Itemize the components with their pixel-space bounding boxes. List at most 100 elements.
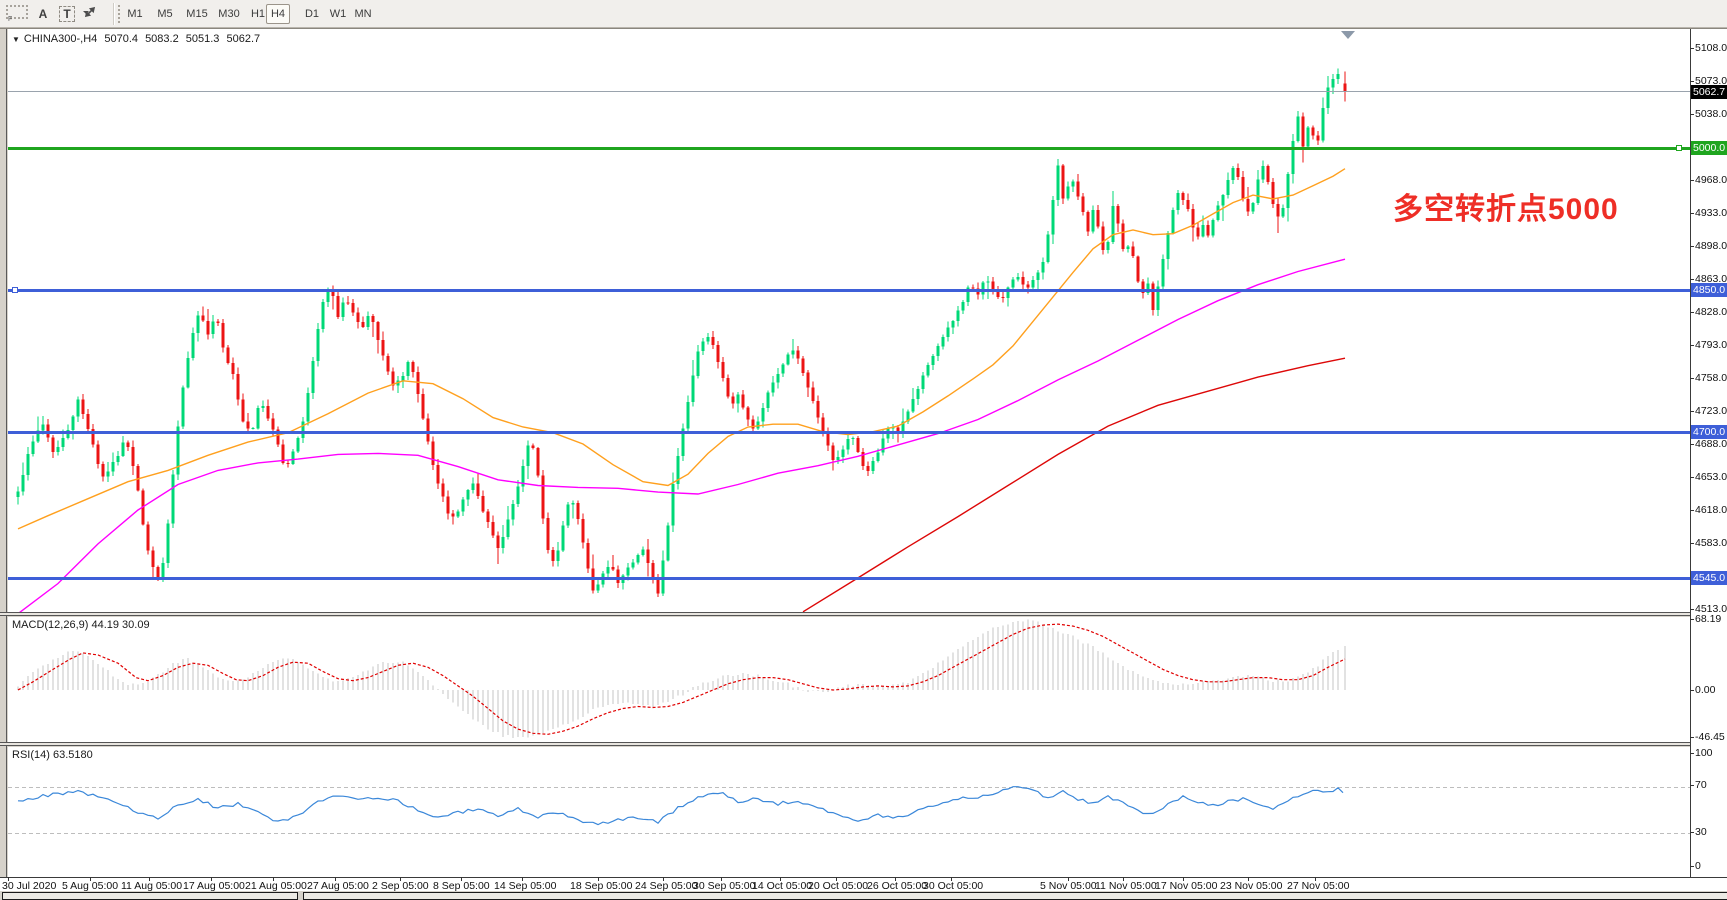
timeframe-button-d1[interactable]: D1 <box>304 8 320 20</box>
toolbar-f-letter: F <box>8 16 12 22</box>
macd-tick-label: 68.19 <box>1695 613 1722 625</box>
timeframe-button-m30[interactable]: M30 <box>218 8 240 20</box>
diagonal-arrows-icon <box>84 6 96 18</box>
price-tick-label: 4758.0 <box>1695 372 1727 384</box>
chart-symbol-timeframe: CHINA300-,H4 <box>23 33 98 45</box>
price-badge-4850.0: 4850.0 <box>1691 283 1727 297</box>
hline-4850[interactable] <box>8 289 1690 292</box>
time-tick <box>1183 877 1184 881</box>
axis-tick <box>1690 619 1694 620</box>
timeframe-button-m15[interactable]: M15 <box>186 8 208 20</box>
rsi-panel[interactable] <box>8 747 1690 877</box>
timeframe-button-mn[interactable]: MN <box>354 8 372 20</box>
line-anchor-handle[interactable] <box>12 287 18 293</box>
line-anchor-handle[interactable] <box>1676 145 1682 151</box>
time-axis[interactable]: 30 Jul 2020 5 Aug 05:00 11 Aug 05:00 17 Aug… <box>0 877 1727 892</box>
price-tick-label: 4513.0 <box>1695 603 1727 615</box>
axis-tick <box>1690 345 1694 346</box>
hline-4545[interactable] <box>8 577 1690 580</box>
axis-tick <box>1690 543 1694 544</box>
price-tick-label: 4863.0 <box>1695 273 1727 285</box>
price-badge-5000.0: 5000.0 <box>1691 141 1727 155</box>
ohlc-high: 5083.2 <box>145 33 179 45</box>
macd-tick-label: 0.00 <box>1695 684 1716 696</box>
text-box-t-icon: T <box>59 6 75 22</box>
timeframe-button-m5[interactable]: M5 <box>157 8 173 20</box>
rsi-tick-label: 0 <box>1695 860 1701 872</box>
axis-tick <box>1690 510 1694 511</box>
minimized-window-tab[interactable] <box>303 892 1727 900</box>
time-label: 11 Aug 05:00 <box>121 880 183 892</box>
toolbars-grid-icon[interactable]: F <box>5 4 31 24</box>
time-tick <box>598 877 599 881</box>
cursor-tool-button[interactable] <box>82 4 110 24</box>
time-tick <box>461 877 462 881</box>
axis-tick <box>1690 81 1694 82</box>
axis-tick <box>1690 411 1694 412</box>
time-label: 17 Nov 05:00 <box>1155 880 1218 892</box>
macd-signal-line <box>17 623 1346 735</box>
toolbar-drag-handle[interactable] <box>118 5 121 23</box>
chart-title: ▼ CHINA300-,H4 5070.4 5083.2 5051.3 5062.… <box>12 33 264 45</box>
time-label: 27 Aug 05:00 <box>307 880 369 892</box>
price-axis[interactable] <box>1690 29 1727 877</box>
time-label: 30 Oct 05:00 <box>923 880 984 892</box>
time-tick <box>836 877 837 881</box>
candlestick-chart <box>16 68 1347 612</box>
main-chart-panel[interactable] <box>8 29 1690 612</box>
price-tick-label: 4723.0 <box>1695 405 1727 417</box>
panel-splitter[interactable] <box>0 742 1727 746</box>
time-label: 24 Sep 05:00 <box>635 880 698 892</box>
chart-dropdown-icon[interactable]: ▼ <box>12 35 20 44</box>
time-tick <box>522 877 523 881</box>
axis-tick <box>1690 312 1694 313</box>
ohlc-open: 5070.4 <box>104 33 138 45</box>
time-tick <box>1123 877 1124 881</box>
minimized-window-tab[interactable] <box>2 892 298 900</box>
timeframe-button-h1[interactable]: H1 <box>250 8 266 20</box>
candles-layer <box>16 68 1347 598</box>
time-label: 18 Sep 05:00 <box>570 880 633 892</box>
text-label-tool-button[interactable]: A <box>33 4 53 24</box>
ohlc-close: 5062.7 <box>226 33 261 45</box>
time-label: 27 Nov 05:00 <box>1287 880 1350 892</box>
time-tick <box>211 877 212 881</box>
time-label: 26 Oct 05:00 <box>867 880 928 892</box>
price-tick-label: 4653.0 <box>1695 471 1727 483</box>
chart-annotation-text[interactable]: 多空转折点5000 <box>1393 193 1619 226</box>
price-tick-label: 4793.0 <box>1695 339 1727 351</box>
time-tick <box>1248 877 1249 881</box>
time-tick <box>780 877 781 881</box>
chevron-down-icon <box>83 11 89 14</box>
time-label: 30 Jul 2020 <box>2 880 57 892</box>
timeframe-button-w1[interactable]: W1 <box>329 8 347 20</box>
macd-chart <box>17 619 1346 738</box>
timeframe-button-h4[interactable]: H4 <box>266 4 290 24</box>
axis-tick <box>1690 785 1694 786</box>
hline-4700[interactable] <box>8 431 1690 434</box>
window-left-margin <box>0 29 6 900</box>
text-box-tool-button[interactable]: T <box>56 4 78 24</box>
axis-tick <box>1690 832 1694 833</box>
axis-tick <box>1690 378 1694 379</box>
panel-splitter[interactable] <box>0 612 1727 616</box>
rsi-label: RSI(14) 63.5180 <box>12 749 93 761</box>
macd-label: MACD(12,26,9) 44.19 30.09 <box>12 619 150 631</box>
time-label: 5 Aug 05:00 <box>62 880 119 892</box>
time-tick <box>1068 877 1069 881</box>
price-tick-label: 4968.0 <box>1695 174 1727 186</box>
rsi-line <box>17 786 1344 826</box>
time-tick <box>721 877 722 881</box>
chart-shift-marker-icon[interactable] <box>1341 31 1355 39</box>
axis-tick <box>1690 444 1694 445</box>
price-badge-5062.7: 5062.7 <box>1691 85 1727 99</box>
axis-tick <box>1690 180 1694 181</box>
macd-panel[interactable] <box>8 617 1690 742</box>
timeframe-button-m1[interactable]: M1 <box>127 8 143 20</box>
time-label: 5 Nov 05:00 <box>1040 880 1097 892</box>
price-tick-label: 5073.0 <box>1695 75 1727 87</box>
axis-tick <box>1690 690 1694 691</box>
hline-5000[interactable] <box>8 147 1690 150</box>
price-tick-label: 4583.0 <box>1695 537 1727 549</box>
axis-tick <box>1690 279 1694 280</box>
